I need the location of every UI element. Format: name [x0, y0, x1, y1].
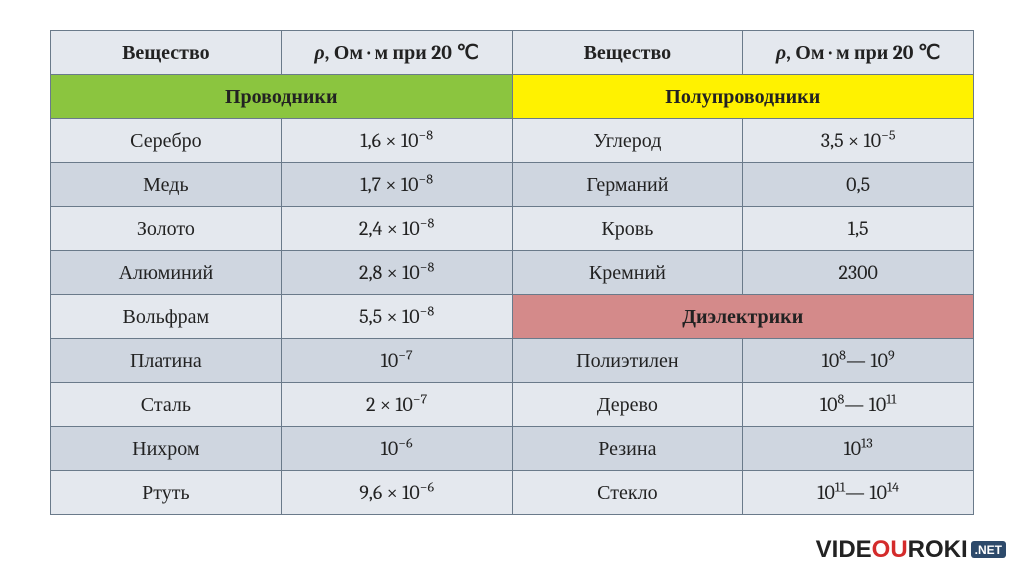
substance-cell: Углерод — [512, 119, 743, 163]
resistivity-cell: 10−7 — [281, 339, 512, 383]
substance-cell: Кремний — [512, 251, 743, 295]
col-header-substance-right: Вещество — [512, 31, 743, 75]
table-row: Золото2,4 × 10−8Кровь1,5 — [51, 207, 974, 251]
table-row: Платина10−7Полиэтилен108— 109 — [51, 339, 974, 383]
substance-cell: Резина — [512, 427, 743, 471]
table-row: Вольфрам5,5 × 10−8Диэлектрики — [51, 295, 974, 339]
substance-cell: Кровь — [512, 207, 743, 251]
resistivity-cell: 9,6 × 10−6 — [281, 471, 512, 515]
table-row: Серебро1,6 × 10−8Углерод3,5 × 10−5 — [51, 119, 974, 163]
resistivity-cell: 2,8 × 10−8 — [281, 251, 512, 295]
col-header-resistivity-right: ρ, Ом · м при 20 ℃ — [743, 31, 974, 75]
substance-cell: Золото — [51, 207, 282, 251]
resistivity-cell: 1,6 × 10−8 — [281, 119, 512, 163]
resistivity-cell: 3,5 × 10−5 — [743, 119, 974, 163]
resistivity-cell: 1,7 × 10−8 — [281, 163, 512, 207]
resistivity-cell: 1,5 — [743, 207, 974, 251]
table-row: Алюминий2,8 × 10−8Кремний2300 — [51, 251, 974, 295]
watermark-highlight: OU — [872, 536, 908, 563]
resistivity-cell: 108— 1011 — [743, 383, 974, 427]
resistivity-cell: 2 × 10−7 — [281, 383, 512, 427]
resistivity-cell: 2,4 × 10−8 — [281, 207, 512, 251]
category-insulators: Диэлектрики — [512, 295, 974, 339]
col-header-resistivity-left: ρ, Ом · м при 20 ℃ — [281, 31, 512, 75]
watermark-prefix: VIDE — [816, 536, 872, 563]
table-row: Сталь2 × 10−7Дерево108— 1011 — [51, 383, 974, 427]
watermark-videouroki: VIDEOUROKI.NET — [816, 536, 1006, 564]
watermark-suffix: ROKI — [908, 536, 968, 563]
substance-cell: Алюминий — [51, 251, 282, 295]
substance-cell: Вольфрам — [51, 295, 282, 339]
substance-cell: Полиэтилен — [512, 339, 743, 383]
resistivity-table: Вещество ρ, Ом · м при 20 ℃ Вещество ρ, … — [50, 30, 974, 515]
col-header-substance-left: Вещество — [51, 31, 282, 75]
resistivity-cell: 10−6 — [281, 427, 512, 471]
resistivity-cell: 108— 109 — [743, 339, 974, 383]
substance-cell: Дерево — [512, 383, 743, 427]
substance-cell: Нихром — [51, 427, 282, 471]
substance-cell: Серебро — [51, 119, 282, 163]
resistivity-cell: 2300 — [743, 251, 974, 295]
resistivity-cell: 0,5 — [743, 163, 974, 207]
substance-cell: Платина — [51, 339, 282, 383]
watermark-badge: .NET — [971, 541, 1006, 558]
resistivity-cell: 5,5 × 10−8 — [281, 295, 512, 339]
resistivity-cell: 1013 — [743, 427, 974, 471]
category-conductors: Проводники — [51, 75, 513, 119]
resistivity-cell: 1011— 1014 — [743, 471, 974, 515]
table-body: Серебро1,6 × 10−8Углерод3,5 × 10−5Медь1,… — [51, 119, 974, 515]
table-row: Медь1,7 × 10−8Германий0,5 — [51, 163, 974, 207]
table-row: Ртуть9,6 × 10−6Стекло1011— 1014 — [51, 471, 974, 515]
substance-cell: Сталь — [51, 383, 282, 427]
substance-cell: Медь — [51, 163, 282, 207]
category-semiconductors: Полупроводники — [512, 75, 974, 119]
substance-cell: Стекло — [512, 471, 743, 515]
substance-cell: Германий — [512, 163, 743, 207]
table-row: Нихром10−6Резина1013 — [51, 427, 974, 471]
substance-cell: Ртуть — [51, 471, 282, 515]
